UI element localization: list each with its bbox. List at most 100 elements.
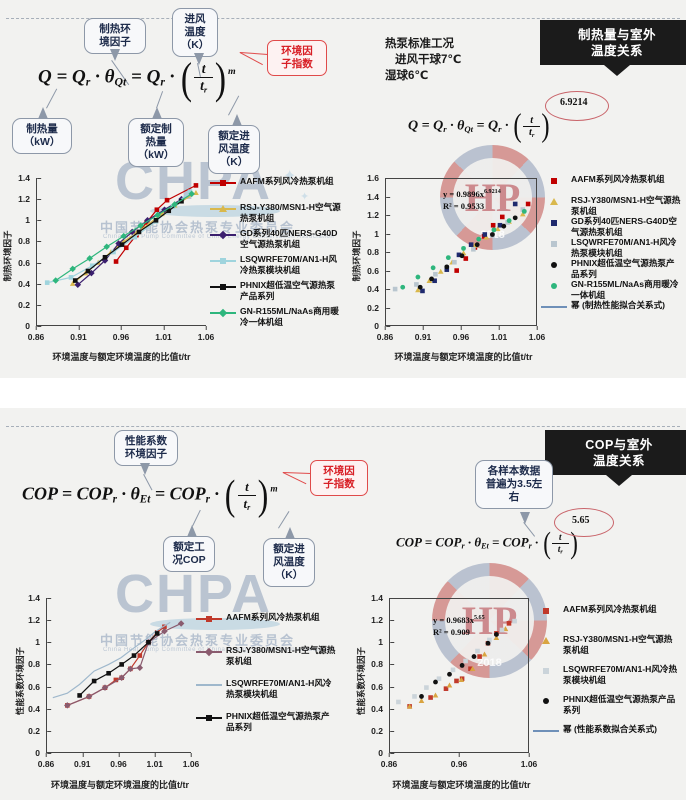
legend-item-fit[interactable]: 幂 (性能系数拟合关系式) xyxy=(533,724,657,736)
callout-rated-heating-capacity: 额定制 热量 （kW） xyxy=(128,118,184,167)
y-tick-label: 0.2 xyxy=(371,726,394,736)
dashed-divider-bottom xyxy=(6,426,680,427)
banner-line-1: COP与室外 xyxy=(585,438,653,452)
legend-item[interactable]: AAFM系列风冷热泵机组 xyxy=(541,174,665,186)
data-point xyxy=(111,249,116,255)
fit-r2: R² = 0.9533 xyxy=(443,200,485,211)
y-tick-label: 0 xyxy=(25,321,41,331)
data-point xyxy=(471,654,477,659)
data-point xyxy=(166,208,172,214)
legend-item[interactable]: PHNIX超低温空气源热泵产品系列 xyxy=(533,694,678,716)
legend-marker-icon xyxy=(533,635,559,646)
legend-marker-icon xyxy=(196,613,222,624)
data-point xyxy=(446,682,453,688)
data-point xyxy=(481,651,488,657)
data-point xyxy=(89,263,95,269)
callout-tail xyxy=(110,49,120,61)
legend-label: AAFM系列风冷热泵机组 xyxy=(563,604,657,614)
y-tick-label: 0.4 xyxy=(367,284,390,294)
data-point xyxy=(415,274,421,280)
legend-item-fit[interactable]: 幂 (制热性能拟合关系式) xyxy=(541,300,665,312)
y-tick-label: 1.2 xyxy=(371,615,394,625)
legend-item[interactable]: PHNIX超低温空气源热泵产品系列 xyxy=(210,280,342,302)
y-tick-label: 1.4 xyxy=(367,192,390,202)
data-point xyxy=(432,692,439,698)
callout-tail xyxy=(194,53,204,65)
data-point xyxy=(487,637,492,643)
callout-env-factor-index: 环境因 子指数 xyxy=(310,460,368,496)
callout-tail xyxy=(38,107,48,119)
legend-item[interactable]: GN-R155ML/NaAs商用暖冷一体机组 xyxy=(541,279,681,301)
fit-exponent: 6.9214 xyxy=(483,189,501,195)
legend-marker-icon xyxy=(210,281,236,292)
data-point xyxy=(512,215,518,221)
legend-label: PHNIX超低温空气源热泵产品系列 xyxy=(226,711,330,732)
callout-tail xyxy=(520,512,530,524)
chart-cop-line: 0 0.2 0.4 0.6 0.8 1 1.2 1.4 0.86 0.91 0.96 1.01 1.0… xyxy=(0,590,343,798)
data-point xyxy=(493,634,500,640)
legend-marker-icon xyxy=(210,229,236,240)
legend-marker-icon xyxy=(196,712,222,723)
legend-item[interactable]: GD系列40匹NERS-G40D空气源热泵机组 xyxy=(541,216,681,238)
legend-item[interactable]: LSQWRFE70M/AN1-H风冷热泵模块机组 xyxy=(533,664,678,686)
plot-area xyxy=(385,178,537,326)
legend-marker-icon xyxy=(196,646,222,657)
data-point xyxy=(187,189,193,195)
legend-item[interactable]: GD系列40匹NERS-G40D空气源热泵机组 xyxy=(210,228,342,250)
x-tick-label: 1.01 xyxy=(146,753,164,769)
data-point xyxy=(113,259,119,264)
legend-item[interactable]: AAFM系列风冷热泵机组 xyxy=(210,176,334,188)
callout-leader xyxy=(278,511,290,529)
data-point xyxy=(444,267,450,272)
legend-marker-icon xyxy=(533,725,559,736)
data-point xyxy=(132,234,138,240)
y-tick-label: 1 xyxy=(378,637,394,647)
legend-item[interactable]: AAFM系列风冷热泵机组 xyxy=(196,612,320,624)
legend-item[interactable]: PHNIX超低温空气源热泵产品系列 xyxy=(196,711,336,733)
legend-marker-icon xyxy=(210,255,236,266)
y-tick-label: 0.6 xyxy=(371,682,394,692)
data-point xyxy=(459,253,465,259)
x-tick-label: 1.06 xyxy=(520,753,538,769)
y-axis-label: 制热环境因子 xyxy=(2,230,13,282)
chart-heating-scatter: 0 0.2 0.4 0.6 0.8 1 1.2 1.4 1.6 0.86 0.91 0.96 1.01… xyxy=(343,170,686,375)
data-point xyxy=(419,694,424,699)
data-point xyxy=(447,671,452,677)
data-point xyxy=(432,278,437,284)
legend-item[interactable]: RSJ-Y380/MSN1-H空气源热泵机组 xyxy=(541,195,681,217)
legend-item[interactable]: RSJ-Y380/MSN1-H空气源热泵机组 xyxy=(210,202,342,224)
data-point xyxy=(491,227,497,233)
legend-label: RSJ-Y380/MSN1-H空气源热泵机组 xyxy=(226,645,336,666)
note-line-1: 热泵标准工况 xyxy=(385,38,454,50)
callout-rated-inlet-air-temp: 额定进 风温度 （K） xyxy=(263,538,315,587)
fit-r2: R² = 0.909 xyxy=(433,626,470,637)
legend-item[interactable]: RSJ-Y380/MSN1-H空气源热泵机组 xyxy=(533,634,678,656)
x-axis-label: 环境温度与额定环境温度的比值t/tr xyxy=(51,780,189,790)
legend-item[interactable]: LSQWRFE70M/AN1-H风冷热泵模块机组 xyxy=(196,678,336,700)
data-point xyxy=(137,653,143,658)
legend-item[interactable]: LSQWRFE70M/AN1-H风冷热泵模块机组 xyxy=(210,254,342,276)
data-point xyxy=(153,217,159,223)
callout-cop-env-factor: 性能系数 环境因子 xyxy=(114,430,178,466)
x-tick-label: 0.91 xyxy=(414,326,432,342)
series-line xyxy=(52,621,171,699)
legend-marker-icon xyxy=(541,175,567,186)
series-line xyxy=(67,622,182,706)
y-tick-label: 1.4 xyxy=(18,173,41,183)
legend-item[interactable]: LSQWRFE70M/AN1-H风冷热泵模块机组 xyxy=(541,237,681,259)
legend-marker-icon xyxy=(541,196,567,207)
data-point xyxy=(424,685,429,690)
exponent-highlight-ellipse xyxy=(554,508,614,537)
legend-item[interactable]: AAFM系列风冷热泵机组 xyxy=(533,604,657,616)
exponent-value-cop: 5.65 xyxy=(572,515,590,526)
legend-label: PHNIX超低温空气源热泵产品系列 xyxy=(563,694,676,715)
x-tick-label: 1.01 xyxy=(490,326,508,342)
watermark-org-en: China Heat Pump Committee of China Energ… xyxy=(103,234,335,240)
y-tick-label: 0.4 xyxy=(18,279,41,289)
legend-item[interactable]: RSJ-Y380/MSN1-H空气源热泵机组 xyxy=(196,645,336,667)
legend-item[interactable]: PHNIX超低温空气源热泵产品系列 xyxy=(541,258,681,280)
data-point xyxy=(412,694,417,699)
data-point xyxy=(418,698,425,704)
legend-item[interactable]: GN-R155ML/NaAs商用暖冷一体机组 xyxy=(210,306,342,328)
